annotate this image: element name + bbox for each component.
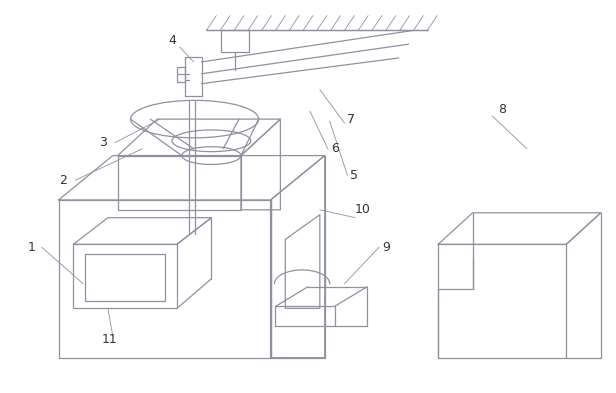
Text: 4: 4: [168, 34, 176, 47]
Text: 6: 6: [331, 142, 339, 155]
Text: 8: 8: [498, 103, 506, 116]
Text: 7: 7: [347, 113, 355, 126]
Text: 5: 5: [351, 169, 359, 182]
Text: 9: 9: [382, 241, 390, 254]
Text: 2: 2: [60, 174, 67, 187]
Text: 10: 10: [354, 203, 370, 216]
Text: 11: 11: [102, 333, 118, 347]
Text: 1: 1: [28, 241, 36, 254]
Text: 3: 3: [99, 136, 107, 149]
